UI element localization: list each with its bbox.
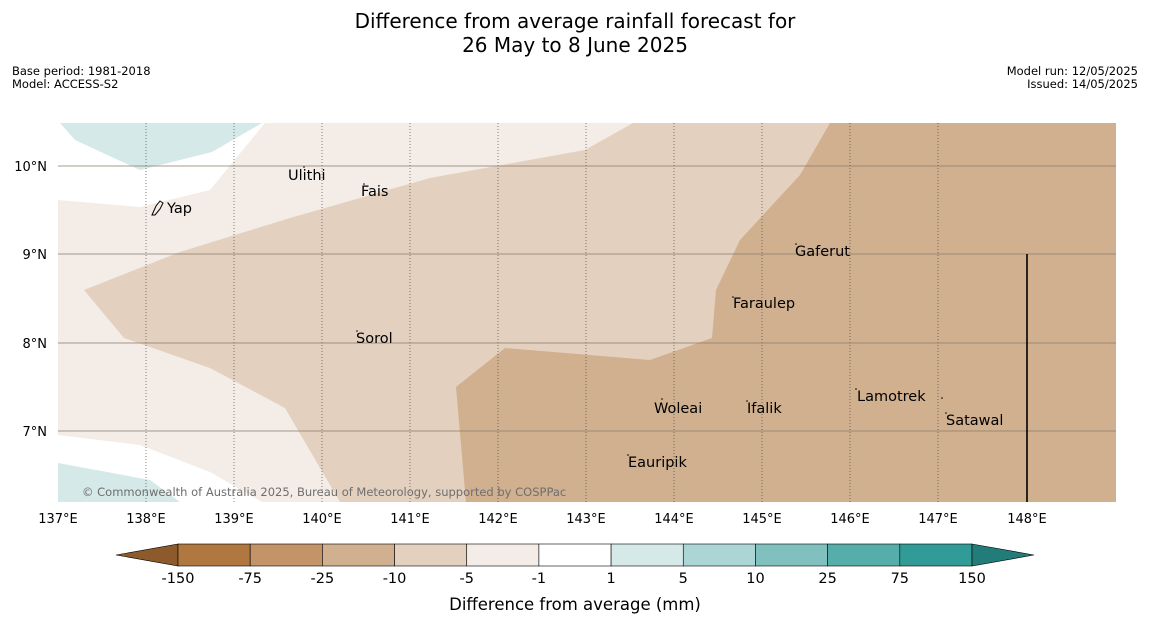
colorbar-label: -10 bbox=[383, 571, 407, 587]
model-name: Model: ACCESS-S2 bbox=[12, 77, 119, 91]
lon-label: 141°E bbox=[390, 512, 430, 527]
place-satawal: Satawal bbox=[946, 413, 1003, 429]
colorbar-extension-right bbox=[971, 543, 1035, 567]
colorbar-segment bbox=[827, 543, 901, 567]
colorbar-segment bbox=[538, 543, 612, 567]
lat-label: 10°N bbox=[14, 160, 47, 175]
colorbar-label: -5 bbox=[459, 571, 473, 587]
region-wet-north bbox=[60, 123, 262, 170]
lon-label: 147°E bbox=[918, 512, 958, 527]
colorbar-label: 5 bbox=[679, 571, 688, 587]
model-run: Model run: 12/05/2025 bbox=[1006, 64, 1138, 78]
lon-label: 145°E bbox=[742, 512, 782, 527]
lat-label: 9°N bbox=[23, 248, 48, 263]
lon-label: 139°E bbox=[214, 512, 254, 527]
lon-label: 137°E bbox=[38, 512, 78, 527]
colorbar-label: 75 bbox=[891, 571, 909, 587]
place-ifalik: Ifalik bbox=[747, 401, 782, 417]
copyright-note: © Commonwealth of Australia 2025, Bureau… bbox=[82, 485, 566, 499]
colorbar-segment bbox=[322, 543, 395, 567]
colorbar-segment bbox=[466, 543, 540, 567]
lon-label: 138°E bbox=[126, 512, 166, 527]
colorbar-label: 1 bbox=[606, 571, 615, 587]
place-gaferut: Gaferut bbox=[795, 244, 850, 260]
longitude-labels: 137°E 138°E 139°E 140°E 141°E 142°E 143°… bbox=[38, 512, 1047, 527]
colorbar-label: 25 bbox=[818, 571, 836, 587]
colorbar-label: -75 bbox=[238, 571, 262, 587]
place-lamotrek: Lamotrek bbox=[857, 389, 926, 405]
lat-label: 8°N bbox=[23, 337, 48, 352]
place-sorol: Sorol bbox=[356, 331, 393, 347]
colorbar-extension-left bbox=[115, 543, 179, 567]
title-line-2: 26 May to 8 June 2025 bbox=[462, 33, 688, 57]
place-yap: Yap bbox=[166, 201, 192, 217]
lon-label: 144°E bbox=[654, 512, 694, 527]
meridians bbox=[145, 123, 939, 502]
map-area: Ulithi Fais Yap Gaferut Faraulep Sorol L… bbox=[58, 123, 1116, 502]
colorbar-segment bbox=[899, 543, 973, 567]
colorbar-label: -1 bbox=[532, 571, 546, 587]
yap-island-outline bbox=[151, 200, 164, 216]
colorbar-segment bbox=[394, 543, 468, 567]
colorbar-label: 10 bbox=[746, 571, 764, 587]
meta-right: Model run: 12/05/2025 Issued: 14/05/2025 bbox=[1007, 65, 1138, 91]
base-period: Base period: 1981-2018 bbox=[12, 64, 151, 78]
title-line-1: Difference from average rainfall forecas… bbox=[354, 9, 796, 33]
colorbar-label: -25 bbox=[311, 571, 335, 587]
lon-label: 143°E bbox=[566, 512, 606, 527]
place-faraulep: Faraulep bbox=[733, 296, 795, 312]
map-title: Difference from average rainfall forecas… bbox=[0, 9, 1150, 57]
region-dry-5 bbox=[58, 123, 633, 502]
parallels bbox=[58, 165, 1116, 432]
place-woleai: Woleai bbox=[654, 401, 702, 417]
place-eauripik: Eauripik bbox=[628, 455, 687, 471]
lat-label: 7°N bbox=[23, 425, 48, 440]
place-ulithi: Ulithi bbox=[288, 168, 326, 184]
meta-left: Base period: 1981-2018 Model: ACCESS-S2 bbox=[12, 65, 151, 91]
lon-label: 148°E bbox=[1007, 512, 1047, 527]
issued-date: Issued: 14/05/2025 bbox=[1027, 77, 1138, 91]
lon-label: 146°E bbox=[830, 512, 870, 527]
colorbar-segment bbox=[177, 543, 251, 567]
island-markers bbox=[303, 166, 947, 456]
lon-label: 140°E bbox=[302, 512, 342, 527]
latitude-labels: 10°N 9°N 8°N 7°N bbox=[14, 160, 47, 440]
colorbar-segment bbox=[249, 543, 323, 567]
colorbar-label: 150 bbox=[958, 571, 986, 587]
colorbar-segment bbox=[682, 543, 756, 567]
lon-label: 142°E bbox=[478, 512, 518, 527]
colorbar-segment bbox=[755, 543, 828, 567]
colorbar-label: -150 bbox=[162, 571, 195, 587]
region-wet-south bbox=[58, 463, 180, 502]
colorbar-title: Difference from average (mm) bbox=[449, 595, 701, 614]
colorbar-segment bbox=[610, 543, 684, 567]
colorbar: -150 -75 -25 -10 -5 -1 1 5 10 25 75 150 bbox=[115, 543, 1035, 587]
place-fais: Fais bbox=[361, 184, 388, 200]
